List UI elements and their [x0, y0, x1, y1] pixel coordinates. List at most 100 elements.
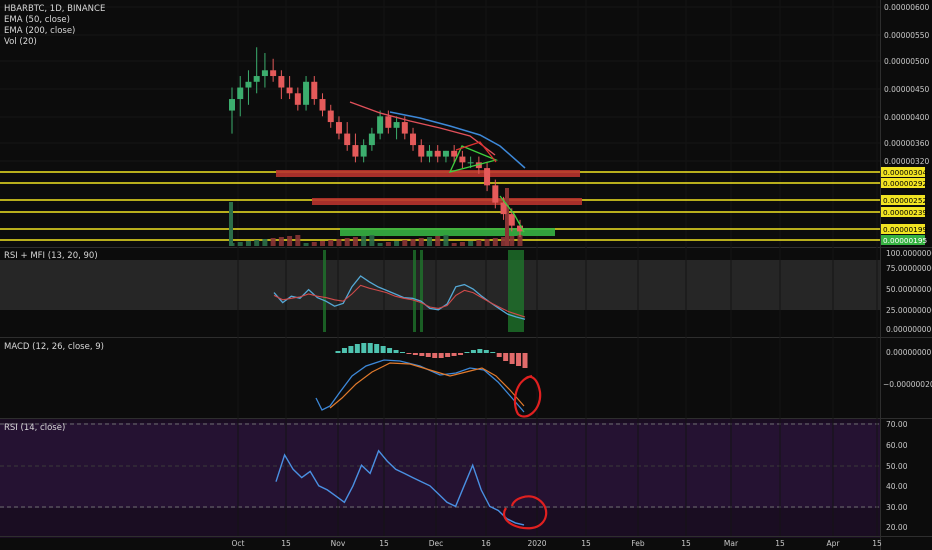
candle-body[interactable] — [442, 150, 449, 157]
macd-histogram-bar[interactable] — [438, 353, 444, 358]
macd-histogram-bar[interactable] — [483, 350, 489, 353]
macd-histogram-bar[interactable] — [496, 353, 502, 357]
candle-body[interactable] — [344, 133, 351, 146]
macd-histogram-bar[interactable] — [490, 352, 496, 353]
candle-body[interactable] — [352, 145, 359, 157]
candle-body[interactable] — [319, 99, 326, 111]
candle-body[interactable] — [377, 116, 384, 134]
macd-histogram-bar[interactable] — [354, 344, 360, 353]
candle-body[interactable] — [335, 122, 342, 134]
triangle-drawing[interactable] — [448, 145, 499, 173]
macd-histogram-bar[interactable] — [464, 352, 470, 353]
volume-bar — [426, 237, 432, 246]
candle-body[interactable] — [426, 150, 433, 157]
candle-body[interactable] — [368, 133, 375, 146]
candle-body[interactable] — [294, 93, 301, 105]
macd-histogram-bar[interactable] — [335, 351, 341, 353]
candle-body[interactable] — [261, 70, 268, 77]
candle-body[interactable] — [434, 150, 441, 157]
ema200-legend[interactable]: EMA (200, close) — [4, 26, 76, 36]
candle-body[interactable] — [385, 116, 392, 128]
candle-body[interactable] — [517, 225, 523, 232]
support-zone[interactable] — [340, 228, 555, 236]
macd-histogram-bar[interactable] — [425, 353, 431, 357]
candle-body[interactable] — [278, 76, 285, 88]
trend-drawing[interactable] — [499, 195, 525, 233]
price-level-label: 0.00000292 — [883, 179, 927, 188]
candle-body[interactable] — [229, 99, 235, 111]
candle-body[interactable] — [451, 150, 458, 157]
candle-body[interactable] — [311, 81, 318, 100]
annotations[interactable] — [448, 141, 548, 530]
candle-body[interactable] — [508, 214, 515, 226]
price-level-badge[interactable] — [881, 195, 925, 205]
macd-histogram-bar[interactable] — [458, 353, 464, 355]
ema50-legend[interactable]: EMA (50, close) — [4, 15, 70, 25]
axes[interactable]: 0.00000600 0.00000550 0.00000500 0.00000450… — [232, 3, 932, 548]
resistance-zone[interactable] — [276, 170, 580, 177]
candle-body[interactable] — [467, 162, 474, 164]
candle-body[interactable] — [500, 202, 507, 215]
macd-histogram-bar[interactable] — [445, 353, 451, 357]
hand-drawn-circle[interactable] — [513, 374, 542, 418]
rsi-legend[interactable]: RSI (14, close) — [4, 423, 66, 433]
macd-histogram-bar[interactable] — [419, 353, 425, 356]
candle-body[interactable] — [459, 156, 466, 163]
macd-histogram-bar[interactable] — [380, 346, 386, 353]
candle-body[interactable] — [270, 70, 277, 77]
macd-histogram-bar[interactable] — [509, 353, 515, 364]
candle-body[interactable] — [418, 145, 425, 157]
candle-body[interactable] — [393, 122, 400, 128]
candle-body[interactable] — [475, 162, 482, 169]
price-level-badge[interactable] — [881, 178, 925, 188]
macd-histogram-bar[interactable] — [361, 343, 367, 353]
macd-histogram-bar[interactable] — [522, 353, 528, 368]
ema200-line[interactable] — [389, 111, 526, 169]
hand-drawn-circle[interactable] — [503, 495, 548, 530]
macd-histogram-bar[interactable] — [516, 353, 522, 366]
price-level-badge[interactable] — [881, 167, 925, 177]
macd-histogram-bar[interactable] — [477, 349, 483, 353]
candle-body[interactable] — [253, 76, 260, 82]
candle-body[interactable] — [484, 168, 491, 186]
macd-histogram-bar[interactable] — [470, 350, 476, 353]
macd-histogram-bar[interactable] — [367, 343, 373, 353]
ema50-line[interactable] — [349, 101, 496, 156]
macd-histogram-bar[interactable] — [451, 353, 457, 356]
candle-body[interactable] — [401, 122, 408, 134]
macd-histogram-bar[interactable] — [503, 353, 509, 361]
candle-body[interactable] — [237, 87, 244, 100]
macd-histogram-bar[interactable] — [393, 350, 399, 353]
symbol-title[interactable]: HBARBTC, 1D, BINANCE — [4, 4, 106, 14]
macd-histogram-bar[interactable] — [348, 346, 354, 353]
main-legend[interactable]: HBARBTC, 1D, BINANCE EMA (50, close) EMA… — [4, 4, 105, 48]
candle-body[interactable] — [410, 133, 417, 146]
price-level-badge[interactable] — [881, 235, 925, 245]
macd-legend[interactable]: MACD (12, 26, close, 9) — [4, 342, 104, 352]
macd-histogram-bar[interactable] — [399, 352, 405, 353]
macd-histogram-bar[interactable] — [406, 353, 412, 354]
rsi-mfi-legend[interactable]: RSI + MFI (13, 20, 90) — [4, 251, 98, 261]
macd-histogram-bar[interactable] — [341, 348, 347, 353]
rsi14-line[interactable] — [275, 449, 525, 526]
candle-body[interactable] — [360, 145, 367, 157]
trend-drawing[interactable] — [455, 141, 497, 163]
signal-line[interactable] — [329, 362, 525, 409]
price-level-badge[interactable] — [881, 207, 925, 217]
candle-body[interactable] — [492, 185, 499, 203]
candle-body[interactable] — [303, 81, 310, 105]
macd-histogram-bar[interactable] — [432, 353, 438, 358]
volume-legend[interactable]: Vol (20) — [4, 37, 37, 47]
mfi-line[interactable] — [273, 284, 526, 318]
candle-body[interactable] — [245, 81, 252, 88]
price-level-badge[interactable] — [881, 224, 925, 234]
candles[interactable] — [229, 47, 528, 368]
macd-histogram-bar[interactable] — [374, 344, 380, 353]
candle-body[interactable] — [327, 110, 334, 123]
resistance-zone[interactable] — [312, 198, 582, 205]
volume-bar — [237, 242, 243, 246]
candle-body[interactable] — [286, 87, 293, 94]
macd-histogram-bar[interactable] — [387, 348, 393, 353]
macd-histogram-bar[interactable] — [412, 353, 418, 355]
